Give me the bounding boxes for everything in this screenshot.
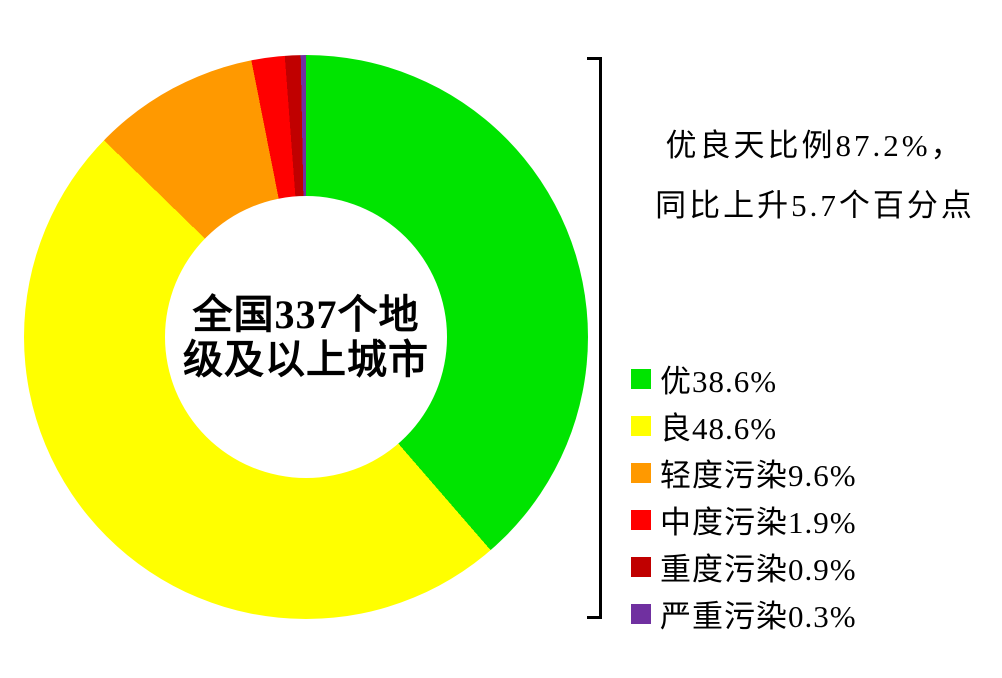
legend-label-excellent: 优38.6% [660,364,778,399]
legend-label-light-pollution: 轻度污染9.6% [660,458,857,493]
legend-label-severe-pollution: 严重污染0.3% [660,599,857,634]
annotation-line-2: 同比上升5.7个百分点 [655,188,975,223]
legend-item-moderate-pollution: 中度污染1.9% [631,496,857,543]
grouping-bracket [587,57,602,619]
legend-item-light-pollution: 轻度污染9.6% [631,449,857,496]
legend: 优38.6% 良48.6% 轻度污染9.6% 中度污染1.9% 重度污染0.9%… [631,355,857,637]
legend-swatch-excellent [631,368,651,389]
legend-swatch-light-pollution [631,462,651,483]
legend-swatch-severe-pollution [631,603,651,624]
legend-label-moderate-pollution: 中度污染1.9% [660,505,857,540]
donut-chart: 全国337个地 级及以上城市 [24,55,588,619]
annotation-line-1: 优良天比例87.2%， [665,128,965,163]
donut-center: 全国337个地 级及以上城市 [165,196,447,478]
legend-label-heavy-pollution: 重度污染0.9% [660,552,857,587]
donut-center-label: 全国337个地 级及以上城市 [183,292,429,382]
legend-label-good: 良48.6% [660,411,778,446]
legend-item-good: 良48.6% [631,402,857,449]
center-label-line-1: 全国337个地 [192,292,420,337]
annotation: 优良天比例87.2%， 同比上升5.7个百分点 [628,116,1002,236]
legend-item-heavy-pollution: 重度污染0.9% [631,543,857,590]
legend-item-excellent: 优38.6% [631,355,857,402]
legend-swatch-good [631,415,651,436]
center-label-line-2: 级及以上城市 [183,337,429,382]
legend-item-severe-pollution: 严重污染0.3% [631,590,857,637]
legend-swatch-heavy-pollution [631,556,651,577]
legend-swatch-moderate-pollution [631,509,651,530]
